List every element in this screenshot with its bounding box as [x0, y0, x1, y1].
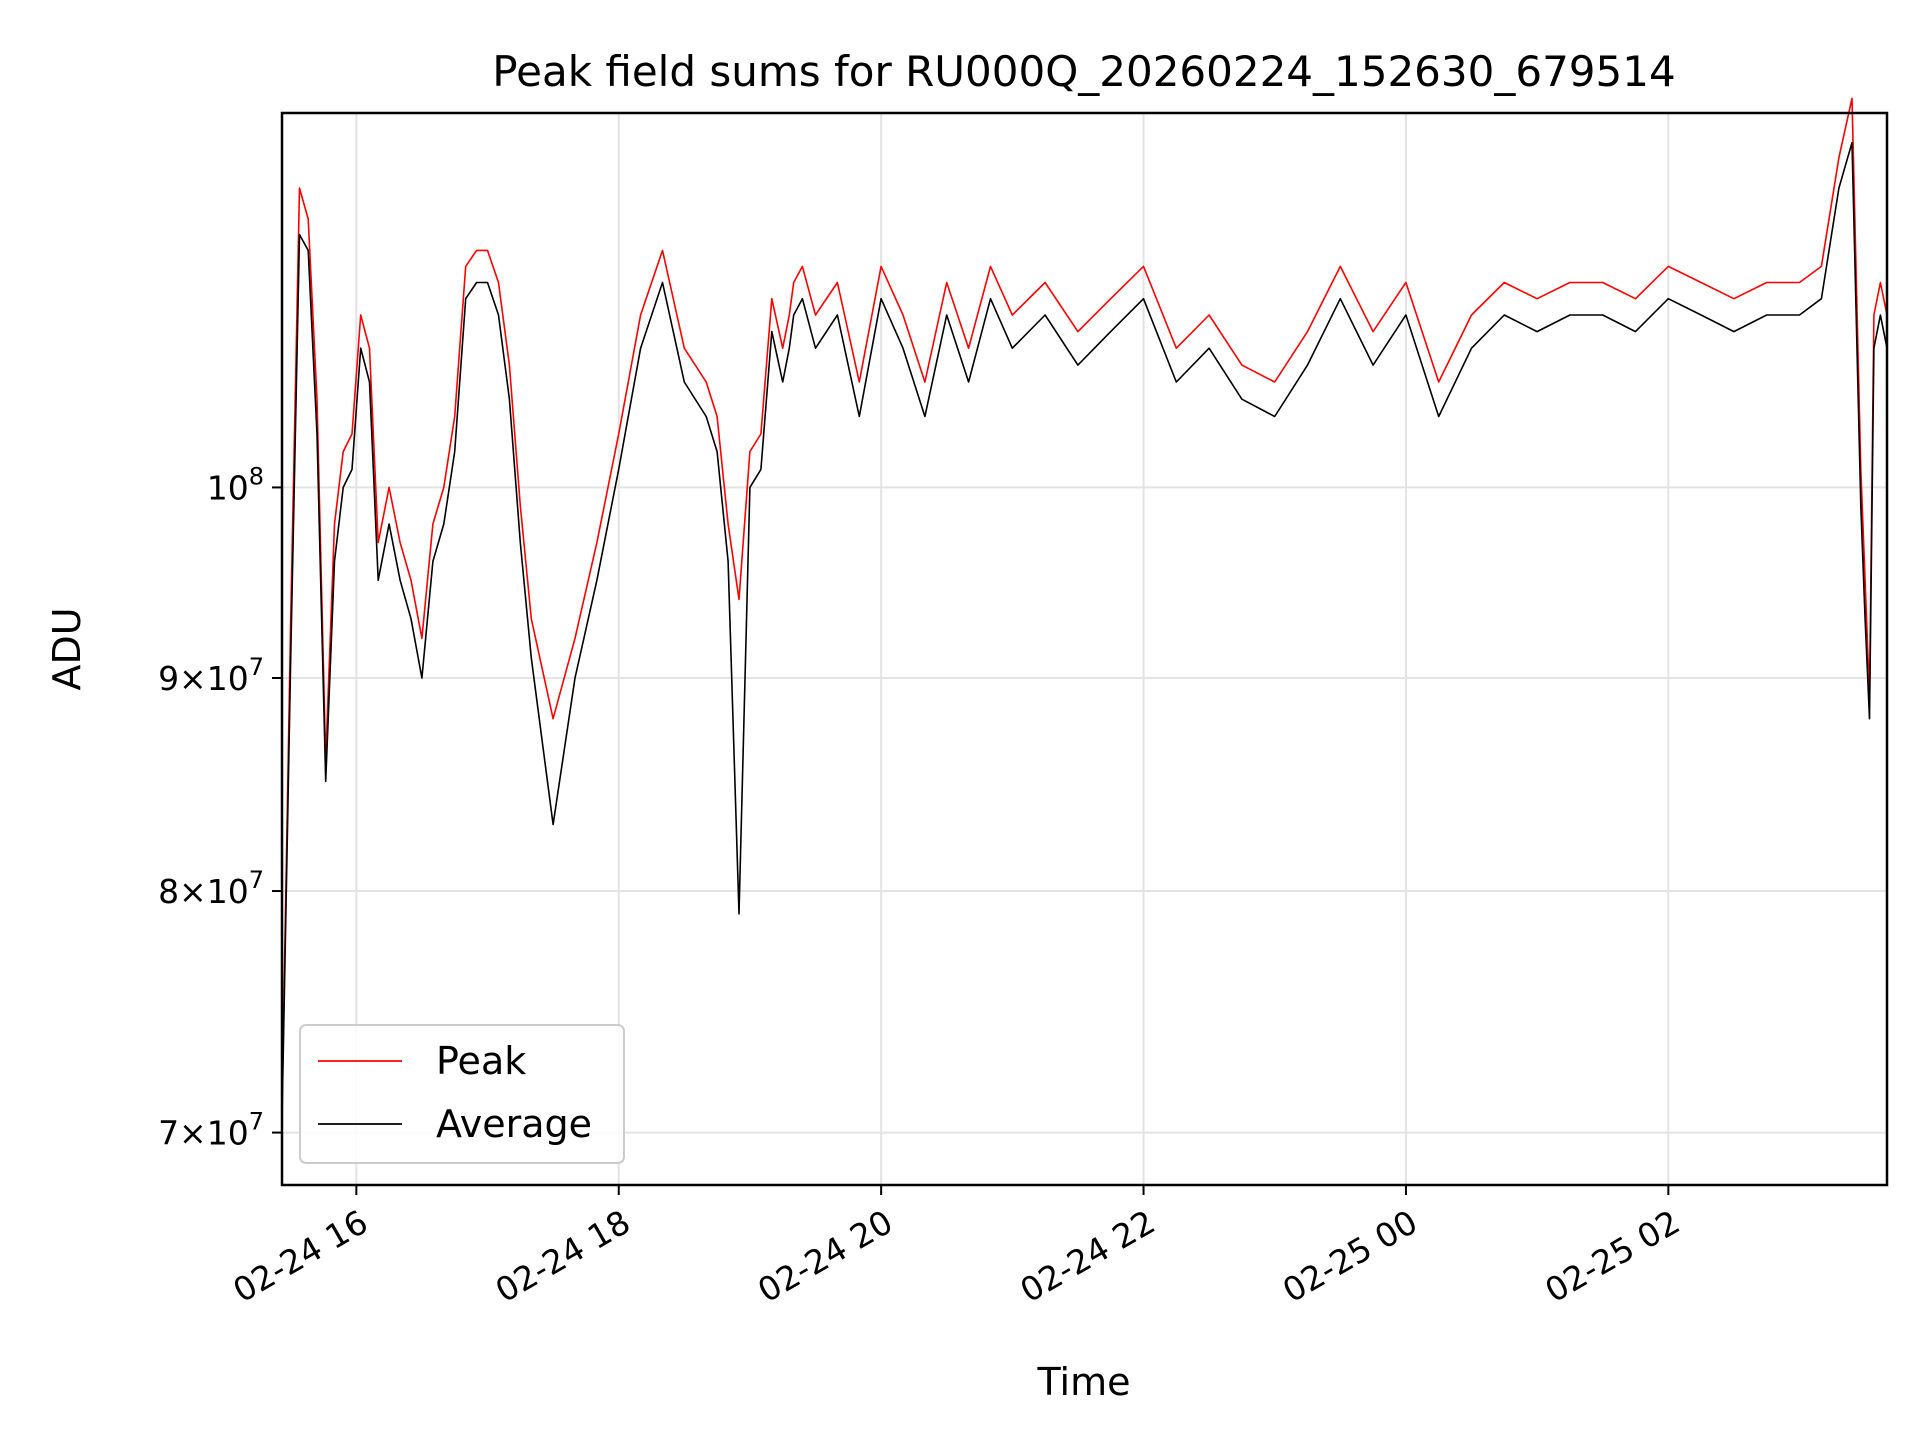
x-axis-label: Time — [1037, 1360, 1131, 1404]
legend-box — [299, 1024, 625, 1164]
y-tick-label: 7×107 — [158, 1108, 264, 1153]
chart-title: Peak field sums for RU000Q_20260224_1526… — [492, 47, 1675, 96]
series-line-peak — [281, 97, 1888, 1107]
legend-label-average: Average — [436, 1102, 592, 1146]
series-layer — [281, 97, 1888, 1120]
y-tick-label: 8×107 — [158, 866, 264, 911]
y-axis-label: ADU — [45, 607, 89, 690]
grid — [282, 113, 1887, 1185]
legend-label-peak: Peak — [436, 1039, 526, 1083]
legend: Peak Average — [299, 1024, 625, 1164]
series-line-average — [281, 141, 1888, 1120]
y-tick-label: 108 — [207, 462, 264, 507]
y-tick-label: 9×107 — [158, 653, 264, 698]
plot-frame — [280, 111, 1889, 1187]
